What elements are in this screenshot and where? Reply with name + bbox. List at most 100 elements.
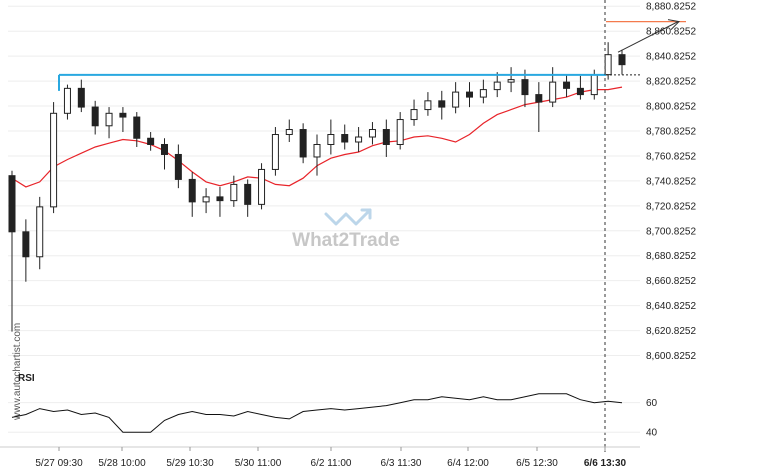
candle-39 (549, 67, 557, 108)
candle-28 (396, 112, 404, 150)
forecast-arrow-head (667, 19, 681, 30)
candle-9 (133, 112, 141, 147)
side-watermark: www.autochartist.com (12, 323, 23, 421)
candle-body-5 (77, 87, 85, 108)
candle-44 (618, 49, 626, 75)
candle-11 (161, 138, 168, 170)
y-tick-label-4: 8,680.8252 (646, 251, 696, 262)
x-tick-label-6: 6/4 12:00 (447, 458, 489, 469)
candle-36 (507, 67, 515, 93)
y-tick-label-7: 8,740.8252 (646, 176, 696, 187)
candle-21 (299, 123, 307, 164)
candle-6 (91, 100, 99, 135)
candle-body-33 (466, 91, 473, 98)
candle-33 (466, 82, 473, 108)
candle-7 (105, 107, 113, 139)
y-tick-label-10: 8,800.8252 (646, 102, 696, 113)
candle-body-20 (285, 129, 293, 136)
candle-body-4 (63, 87, 71, 114)
y-tick-label-1: 8,620.8252 (646, 326, 696, 337)
y-tick-label-13: 8,860.8252 (646, 27, 696, 38)
candle-body-22 (313, 143, 321, 158)
candle-body-13 (188, 178, 196, 203)
rsi-line (11, 393, 623, 433)
x-tick-label-4: 6/2 11:00 (311, 458, 352, 469)
candle-body-25 (355, 136, 363, 143)
candle-body-44 (618, 54, 626, 66)
candle-1 (22, 219, 30, 282)
candle-body-18 (258, 168, 266, 205)
candle-43 (604, 42, 612, 80)
candle-body-39 (549, 81, 557, 103)
candle-body-7 (105, 112, 113, 127)
candle-4 (63, 84, 71, 120)
candle-25 (355, 127, 363, 152)
candle-26 (368, 122, 376, 145)
candle-29 (410, 99, 418, 126)
candle-24 (341, 124, 349, 150)
x-tick-label-5: 6/3 11:30 (381, 458, 422, 469)
candle-5 (77, 79, 85, 113)
candle-body-3 (50, 112, 58, 208)
candle-31 (438, 90, 446, 120)
candle-17 (244, 179, 252, 217)
candle-body-0 (8, 175, 16, 233)
candle-22 (313, 134, 321, 176)
y-tick-label-8: 8,760.8252 (646, 151, 696, 162)
candle-body-36 (507, 79, 515, 83)
candle-8 (119, 107, 127, 133)
candle-body-26 (368, 129, 376, 138)
candle-2 (36, 196, 44, 270)
candle-12 (174, 144, 182, 189)
candle-body-43 (604, 54, 612, 76)
x-tick-label-8: 6/6 13:30 (584, 458, 627, 469)
candle-body-8 (119, 112, 127, 118)
candle-14 (202, 188, 210, 214)
candle-body-6 (91, 106, 99, 127)
candle-body-28 (396, 119, 404, 145)
candle-30 (424, 92, 432, 116)
candle-body-10 (147, 137, 155, 145)
candle-body-34 (479, 89, 487, 98)
watermark: What2Trade (292, 208, 400, 251)
rsi-tick-label-0: 60 (646, 398, 658, 409)
forecast-arrow-line (617, 21, 679, 53)
candle-body-23 (327, 134, 335, 145)
candle-body-41 (576, 87, 584, 96)
y-tick-label-14: 8,880.8252 (646, 2, 696, 13)
candle-body-29 (410, 109, 418, 121)
y-tick-label-12: 8,840.8252 (646, 52, 696, 63)
watermark-text: What2Trade (292, 230, 400, 251)
candle-body-17 (244, 183, 252, 205)
candle-16 (230, 175, 238, 207)
candle-13 (188, 171, 196, 217)
candle-body-2 (36, 206, 44, 258)
candle-20 (285, 119, 293, 142)
candle-40 (563, 74, 571, 98)
y-tick-label-11: 8,820.8252 (646, 77, 696, 88)
rsi-tick-label-1: 40 (646, 428, 658, 439)
candle-body-30 (424, 100, 432, 111)
candle-body-40 (563, 81, 571, 89)
candle-body-15 (216, 196, 224, 202)
candle-27 (382, 119, 390, 157)
candle-body-42 (590, 74, 598, 96)
candle-body-1 (22, 231, 30, 258)
candle-3 (50, 102, 58, 214)
candle-body-38 (535, 94, 543, 103)
candle-body-31 (438, 100, 446, 108)
y-tick-label-3: 8,660.8252 (646, 276, 696, 287)
candle-body-27 (382, 129, 390, 145)
x-tick-label-3: 5/30 11:00 (235, 458, 282, 469)
candle-body-37 (521, 79, 529, 96)
candle-body-14 (202, 196, 210, 203)
y-tick-label-0: 8,600.8252 (646, 351, 696, 362)
y-tick-label-9: 8,780.8252 (646, 126, 696, 137)
candle-body-11 (161, 143, 168, 155)
candle-body-12 (174, 153, 182, 180)
x-tick-label-2: 5/29 10:30 (166, 458, 214, 469)
candle-34 (479, 79, 487, 104)
candle-0 (8, 170, 16, 332)
watermark-logo-icon (324, 208, 372, 226)
candle-23 (327, 119, 335, 155)
